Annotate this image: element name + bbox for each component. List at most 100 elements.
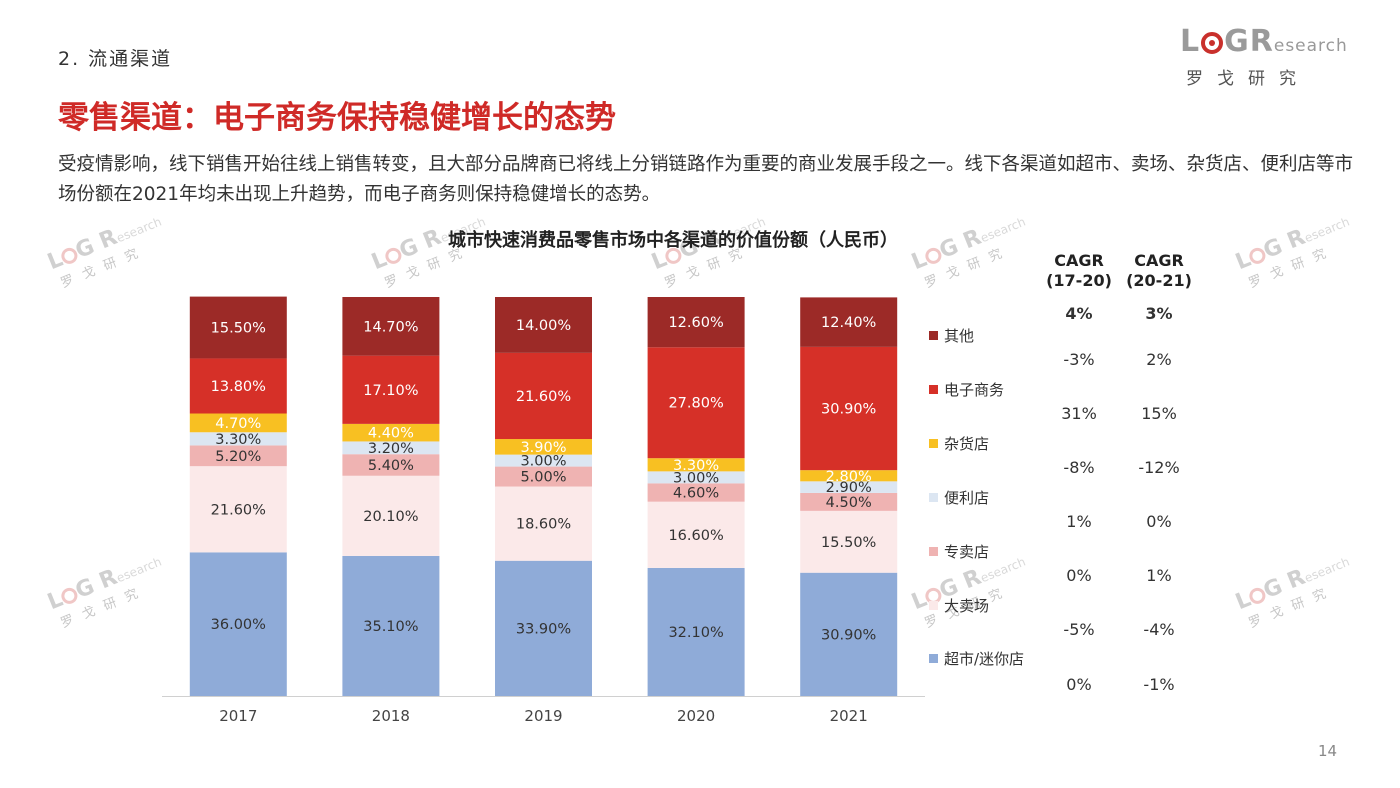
bar-segment: [189, 432, 287, 446]
legend-item: 超市/迷你店: [929, 648, 1024, 669]
data-label: 5.20%: [215, 449, 261, 465]
data-label: 35.10%: [363, 619, 418, 635]
legend-swatch: [929, 493, 938, 502]
bar-segment: [342, 475, 440, 556]
legend-swatch: [929, 654, 938, 663]
bar-segment: [189, 445, 287, 467]
bar-segment: [495, 560, 592, 696]
logr-research-logo: L GResearch 罗戈研究: [1180, 24, 1350, 94]
data-label: 13.80%: [211, 379, 266, 395]
bar-segment: [342, 297, 440, 356]
x-tick-label: 2017: [219, 707, 257, 725]
legend-label: 大卖场: [944, 597, 990, 615]
cagr-header-17-20: CAGR (17-20): [1046, 251, 1112, 290]
bar-segment: [495, 486, 592, 561]
bar-segment: [495, 352, 592, 440]
page-description: 受疫情影响，线下销售开始往线上销售转变，且大部分品牌商已将线上分销链路作为重要的…: [58, 154, 1354, 205]
cagr-value: -1%: [1143, 675, 1175, 694]
cagr-value: 31%: [1061, 404, 1097, 423]
legend-label: 专卖店: [944, 543, 990, 561]
data-label: 4.60%: [673, 486, 719, 502]
cagr-value: 0%: [1146, 512, 1172, 531]
chart-title: 城市快速消费品零售市场中各渠道的价值份额（人民币）: [448, 230, 898, 251]
bar-segment: [647, 347, 745, 459]
data-label: 12.60%: [668, 315, 723, 331]
data-label: 4.40%: [368, 426, 414, 442]
data-label: 3.90%: [520, 440, 566, 456]
page-number: 14: [1318, 742, 1338, 760]
bar-segment: [189, 413, 287, 433]
cagr-value: -3%: [1063, 350, 1095, 369]
data-label: 20.10%: [363, 509, 418, 525]
bar-segment: [647, 458, 745, 472]
cagr-value: 4%: [1065, 304, 1093, 323]
bar-segment: [647, 483, 745, 502]
legend-item: 杂货店: [929, 433, 989, 454]
legend-item: 专卖店: [929, 541, 989, 562]
cagr-value: 2%: [1146, 350, 1172, 369]
cagr-value: -4%: [1143, 620, 1175, 639]
data-label: 17.10%: [363, 383, 418, 399]
bar-segment: [800, 297, 898, 347]
bar-segment: [342, 441, 440, 455]
data-label: 36.00%: [211, 617, 266, 633]
legend-label: 便利店: [944, 489, 990, 507]
data-label: 3.30%: [215, 432, 261, 448]
bar-segment: [647, 567, 745, 696]
bar-segment: [495, 439, 592, 455]
bar-segment: [189, 358, 287, 414]
bar-segment: [647, 297, 745, 348]
data-label: 15.50%: [211, 321, 266, 337]
data-label: 4.70%: [215, 416, 261, 432]
bar-segment: [342, 355, 440, 424]
data-label: 30.90%: [821, 402, 876, 418]
legend-label: 杂货店: [944, 435, 990, 453]
data-label: 18.60%: [516, 517, 571, 533]
legend-label: 其他: [944, 327, 975, 345]
data-label: 15.50%: [821, 535, 876, 551]
bar-segment: [189, 552, 287, 696]
logo-target-icon: [1201, 32, 1224, 54]
cagr-value: -5%: [1063, 620, 1095, 639]
bar-segment: [495, 466, 592, 487]
data-label: 3.20%: [368, 441, 414, 457]
section-heading: 2. 流通渠道: [58, 48, 173, 70]
data-label: 30.90%: [821, 627, 876, 643]
bar-segment: [647, 501, 745, 568]
data-label: 3.00%: [673, 470, 719, 486]
data-label: 32.10%: [668, 625, 723, 641]
data-label: 2.80%: [826, 469, 872, 485]
bar-segment: [800, 492, 898, 511]
logo-mark: L GResearch: [1180, 24, 1348, 59]
bar-segment: [342, 555, 440, 696]
legend-swatch: [929, 439, 938, 448]
bar-segment: [800, 481, 898, 493]
cagr-value: 0%: [1066, 566, 1092, 585]
bar-segment: [495, 297, 592, 353]
bar-segment: [800, 510, 898, 573]
data-label: 3.30%: [673, 458, 719, 474]
cagr-value: 15%: [1141, 404, 1177, 423]
data-label: 4.50%: [826, 495, 872, 511]
legend-item: 其他: [929, 325, 974, 346]
data-label: 12.40%: [821, 315, 876, 331]
legend-item: 电子商务: [929, 379, 1004, 400]
bar-segment: [800, 470, 898, 482]
bar-segment: [189, 466, 287, 553]
logo-suffix: esearch: [1273, 36, 1348, 56]
data-label: 27.80%: [668, 396, 723, 412]
data-label: 3.00%: [520, 454, 566, 470]
legend-item: 便利店: [929, 487, 989, 508]
data-label: 16.60%: [668, 528, 723, 544]
legend-label: 超市/迷你店: [944, 650, 1025, 668]
cagr-value: 0%: [1066, 675, 1092, 694]
data-label: 5.40%: [368, 458, 414, 474]
bar-segment: [342, 454, 440, 476]
bar-segment: [495, 454, 592, 467]
data-label: 21.60%: [211, 502, 266, 518]
cagr-value: -12%: [1138, 458, 1180, 477]
cagr-header-20-21: CAGR (20-21): [1126, 251, 1192, 290]
cagr-value: -8%: [1063, 458, 1095, 477]
cagr-value: 3%: [1145, 304, 1173, 323]
